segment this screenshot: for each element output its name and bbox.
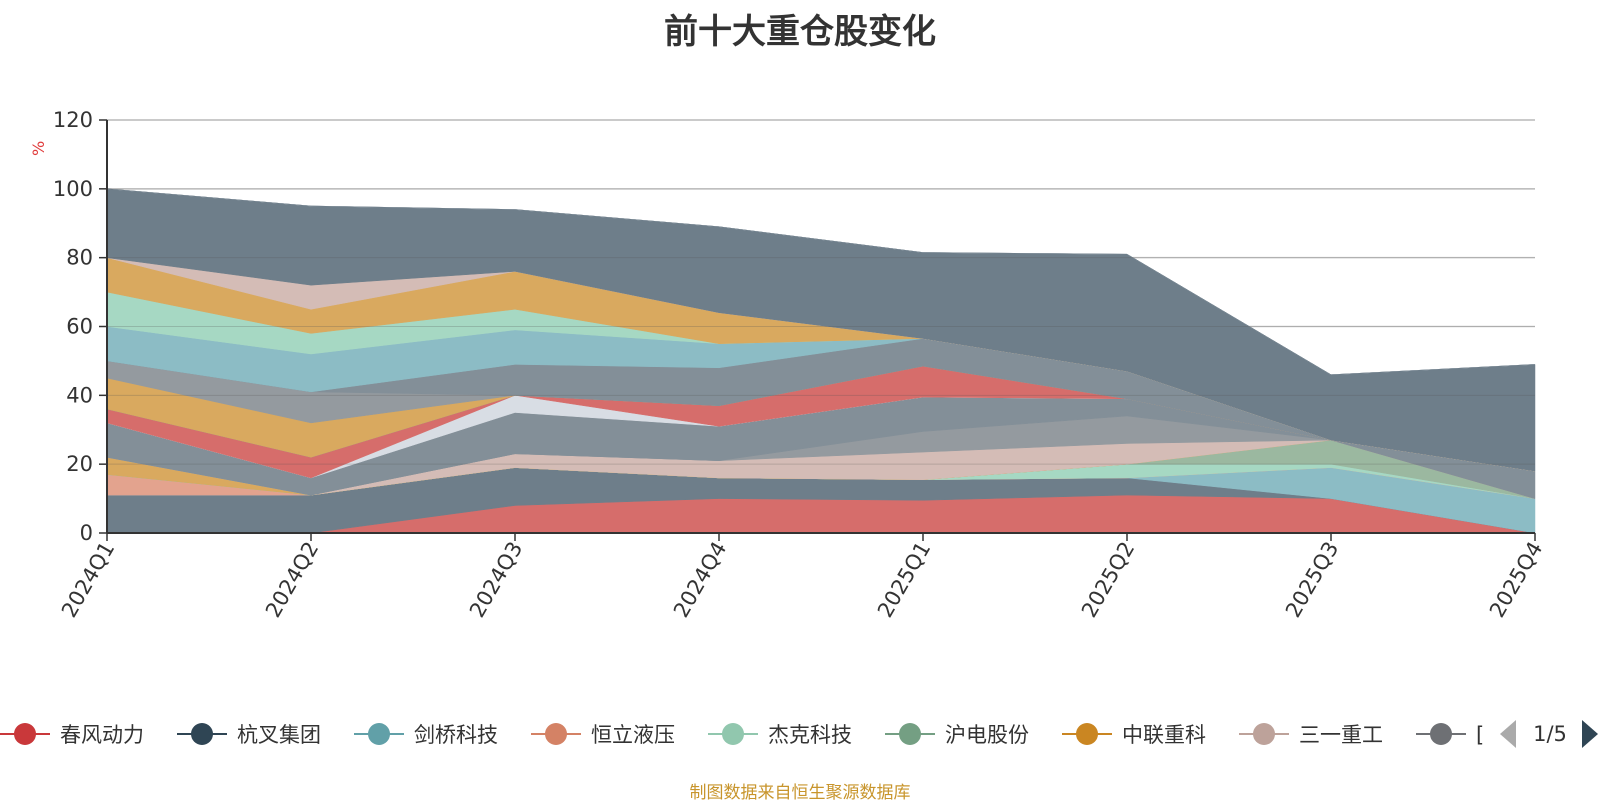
legend-label: 恒立液压 bbox=[591, 723, 675, 747]
legend-label: 春风动力 bbox=[60, 723, 144, 747]
x-tick-label: 2024Q2 bbox=[261, 538, 323, 622]
legend-label: [ bbox=[1476, 723, 1484, 747]
source-note: 制图数据来自恒生聚源数据库 bbox=[689, 783, 911, 803]
x-tick-label: 2024Q4 bbox=[669, 538, 731, 622]
legend-item[interactable]: 春风动力 bbox=[0, 723, 144, 747]
x-tick-label: 2025Q2 bbox=[1077, 538, 1139, 622]
y-tick-label: 80 bbox=[66, 246, 93, 270]
legend-label: 杰克科技 bbox=[768, 723, 852, 747]
legend-item[interactable]: 中联重科 bbox=[1062, 723, 1206, 747]
y-tick-label: 0 bbox=[80, 521, 93, 545]
legend-label: 杭叉集团 bbox=[237, 723, 321, 747]
area-series bbox=[106, 188, 1536, 534]
y-tick-label: 120 bbox=[53, 108, 93, 132]
legend-item[interactable]: 恒立液压 bbox=[531, 723, 675, 747]
legend-item[interactable]: [ bbox=[1416, 723, 1484, 747]
legend-marker-icon bbox=[722, 723, 744, 745]
legend-label: 沪电股份 bbox=[945, 723, 1029, 747]
legend-item[interactable]: 剑桥科技 bbox=[354, 723, 498, 747]
x-tick-label: 2025Q3 bbox=[1281, 538, 1343, 622]
y-axis-unit: % bbox=[29, 141, 48, 156]
y-tick-label: 40 bbox=[66, 383, 93, 407]
legend-item[interactable]: 三一重工 bbox=[1239, 723, 1383, 747]
legend-label: 三一重工 bbox=[1299, 723, 1383, 747]
legend-marker-icon bbox=[191, 723, 213, 745]
y-tick-label: 20 bbox=[66, 452, 93, 476]
x-tick-label: 2025Q1 bbox=[873, 538, 935, 622]
pager-next-icon[interactable] bbox=[1582, 720, 1598, 748]
x-tick-label: 2025Q4 bbox=[1485, 538, 1547, 622]
legend-item[interactable]: 沪电股份 bbox=[885, 723, 1029, 747]
x-tick-label: 2024Q1 bbox=[57, 538, 119, 622]
legend-marker-icon bbox=[1430, 723, 1452, 745]
area-series-23 bbox=[106, 188, 1536, 375]
legend-label: 剑桥科技 bbox=[414, 723, 498, 747]
legend-marker-icon bbox=[368, 723, 390, 745]
pager-prev-icon[interactable] bbox=[1500, 720, 1516, 748]
y-tick-label: 100 bbox=[53, 177, 93, 201]
legend-marker-icon bbox=[899, 723, 921, 745]
legend-item[interactable]: 杰克科技 bbox=[708, 723, 852, 747]
legend-label: 中联重科 bbox=[1122, 723, 1206, 747]
legend-marker-icon bbox=[1076, 723, 1098, 745]
legend: 春风动力 杭叉集团 剑桥科技 恒立液压 杰克科技 沪电股份 中联重科 三一重工 [ bbox=[0, 723, 1484, 747]
chart-title: 前十大重仓股变化 bbox=[664, 12, 936, 52]
pager-text: 1/5 bbox=[1533, 722, 1567, 746]
y-tick-label: 60 bbox=[66, 315, 93, 339]
legend-marker-icon bbox=[545, 723, 567, 745]
legend-item[interactable]: 杭叉集团 bbox=[177, 723, 321, 747]
legend-pager: 1/5 bbox=[1500, 720, 1598, 748]
legend-marker-icon bbox=[14, 723, 36, 745]
legend-marker-icon bbox=[1253, 723, 1275, 745]
x-tick-label: 2024Q3 bbox=[465, 538, 527, 622]
